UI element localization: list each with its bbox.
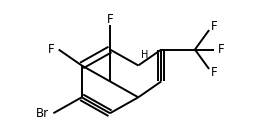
Text: H: H <box>141 50 148 60</box>
Text: F: F <box>211 66 218 79</box>
Text: F: F <box>218 43 225 56</box>
Text: Br: Br <box>36 107 49 120</box>
Text: F: F <box>48 43 55 56</box>
Text: F: F <box>211 20 218 33</box>
Text: F: F <box>107 13 113 26</box>
